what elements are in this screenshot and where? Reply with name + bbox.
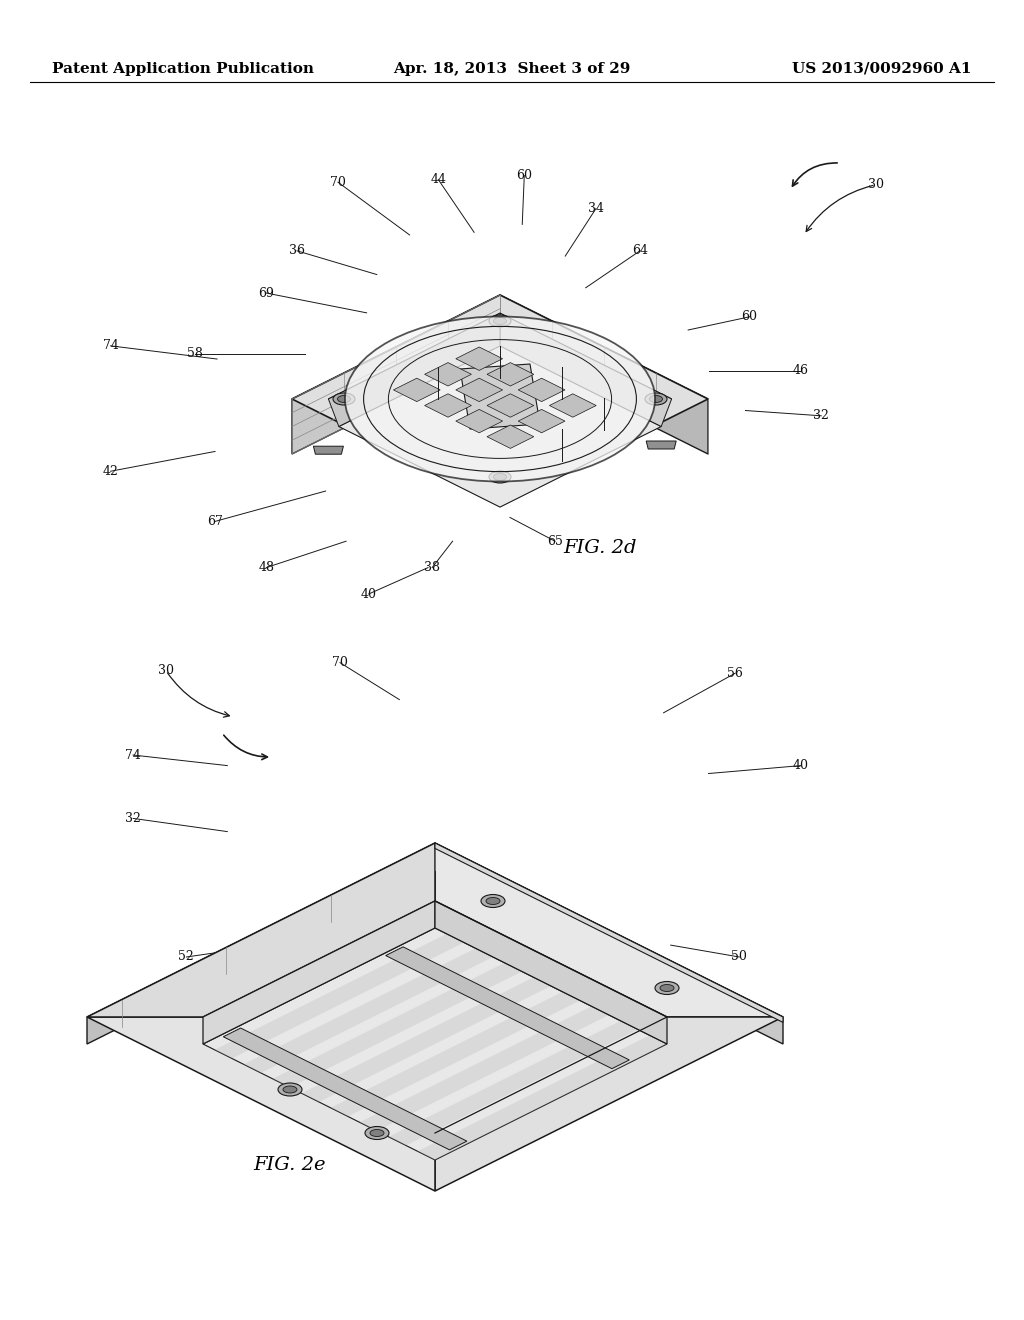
Polygon shape — [329, 313, 500, 426]
Text: Patent Application Publication: Patent Application Publication — [52, 62, 314, 77]
Ellipse shape — [660, 985, 674, 991]
Text: Apr. 18, 2013  Sheet 3 of 29: Apr. 18, 2013 Sheet 3 of 29 — [393, 62, 631, 77]
Polygon shape — [646, 441, 676, 449]
Text: 30: 30 — [158, 664, 174, 677]
Ellipse shape — [481, 895, 505, 908]
Text: 60: 60 — [516, 169, 532, 182]
Polygon shape — [487, 393, 534, 417]
Text: 40: 40 — [360, 587, 377, 601]
Text: 42: 42 — [102, 465, 119, 478]
Text: 52: 52 — [178, 950, 195, 964]
Ellipse shape — [283, 1086, 297, 1093]
Polygon shape — [456, 379, 503, 401]
Ellipse shape — [489, 471, 511, 483]
Polygon shape — [573, 400, 603, 408]
Polygon shape — [272, 962, 522, 1088]
Text: 32: 32 — [813, 409, 829, 422]
Text: 60: 60 — [741, 310, 758, 323]
Polygon shape — [456, 409, 503, 433]
Ellipse shape — [278, 1082, 302, 1096]
Text: FIG. 2e: FIG. 2e — [254, 1156, 327, 1173]
Ellipse shape — [486, 898, 500, 904]
Text: 56: 56 — [260, 997, 276, 1010]
Polygon shape — [339, 346, 662, 507]
Polygon shape — [313, 446, 343, 454]
Text: 70: 70 — [332, 656, 348, 669]
Text: 44: 44 — [430, 173, 446, 186]
Polygon shape — [435, 843, 783, 1016]
Polygon shape — [500, 313, 672, 426]
Polygon shape — [215, 933, 464, 1059]
Ellipse shape — [655, 982, 679, 994]
Polygon shape — [518, 379, 565, 401]
Polygon shape — [331, 991, 580, 1117]
Polygon shape — [425, 393, 471, 417]
Polygon shape — [487, 363, 534, 385]
Polygon shape — [292, 294, 500, 454]
Text: 67: 67 — [207, 515, 223, 528]
Ellipse shape — [338, 396, 350, 403]
Text: 65: 65 — [547, 535, 563, 548]
Text: 74: 74 — [102, 339, 119, 352]
Text: 30: 30 — [867, 178, 884, 191]
Text: 70: 70 — [330, 176, 346, 189]
Text: 48: 48 — [258, 561, 274, 574]
Ellipse shape — [645, 393, 667, 405]
Ellipse shape — [333, 393, 355, 405]
Polygon shape — [496, 371, 525, 379]
Polygon shape — [396, 409, 427, 418]
Polygon shape — [203, 902, 435, 1044]
Polygon shape — [456, 347, 503, 371]
Text: 64: 64 — [632, 244, 648, 257]
Polygon shape — [460, 364, 540, 429]
Polygon shape — [329, 313, 672, 484]
Polygon shape — [87, 1016, 435, 1191]
Polygon shape — [302, 977, 551, 1102]
Text: 36: 36 — [289, 244, 305, 257]
Polygon shape — [518, 409, 565, 433]
Text: 58: 58 — [186, 347, 203, 360]
Text: 56: 56 — [727, 667, 743, 680]
Text: 46: 46 — [793, 364, 809, 378]
Polygon shape — [388, 1020, 638, 1146]
Polygon shape — [425, 363, 471, 385]
Polygon shape — [550, 393, 596, 417]
Text: 69: 69 — [258, 286, 274, 300]
Polygon shape — [223, 1028, 467, 1150]
Polygon shape — [418, 1035, 667, 1160]
Ellipse shape — [494, 318, 507, 325]
Text: 66: 66 — [618, 1010, 635, 1023]
Polygon shape — [435, 843, 783, 1023]
Polygon shape — [435, 902, 667, 1044]
Text: 40: 40 — [793, 759, 809, 772]
Polygon shape — [87, 843, 435, 1016]
Polygon shape — [393, 379, 440, 401]
Text: 34: 34 — [588, 202, 604, 215]
Text: 74: 74 — [125, 748, 141, 762]
Polygon shape — [435, 843, 783, 1044]
Polygon shape — [203, 928, 667, 1160]
Polygon shape — [386, 946, 630, 1069]
Text: 50: 50 — [731, 950, 748, 964]
Polygon shape — [500, 294, 708, 454]
Text: US 2013/0092960 A1: US 2013/0092960 A1 — [793, 62, 972, 77]
Ellipse shape — [365, 1126, 389, 1139]
Polygon shape — [244, 948, 493, 1073]
Text: FIG. 2d: FIG. 2d — [563, 539, 637, 557]
Ellipse shape — [370, 1130, 384, 1137]
Ellipse shape — [649, 396, 663, 403]
Text: 38: 38 — [424, 561, 440, 574]
Text: 32: 32 — [125, 812, 141, 825]
Polygon shape — [487, 425, 534, 449]
Ellipse shape — [494, 474, 507, 480]
Polygon shape — [292, 294, 708, 503]
Polygon shape — [435, 1016, 783, 1191]
Ellipse shape — [345, 317, 655, 482]
Polygon shape — [359, 1006, 609, 1131]
Ellipse shape — [489, 315, 511, 327]
Polygon shape — [87, 843, 435, 1044]
